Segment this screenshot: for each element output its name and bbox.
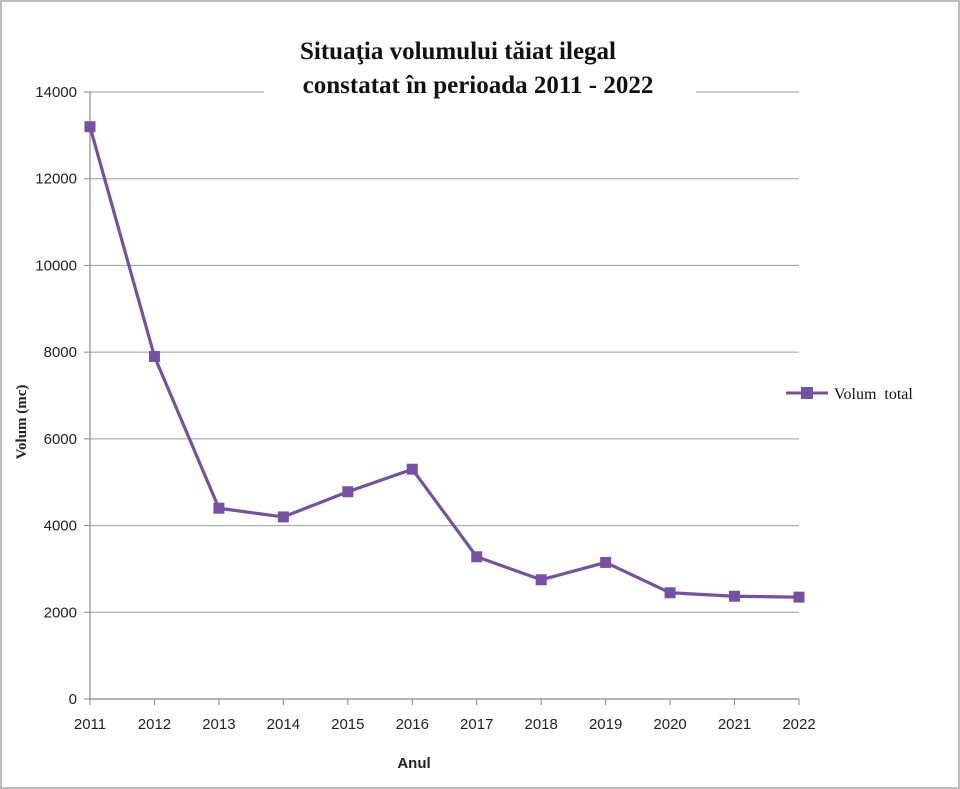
x-tick-label: 2021 [718,716,751,733]
gridlines [90,91,799,613]
legend-label: Volum total [834,386,913,403]
data-point-marker [471,551,483,563]
x-tick-label: 2015 [331,716,364,733]
y-tick-label: 14000 [35,84,77,101]
x-tick-label: 2014 [267,716,300,733]
x-tick-label: 2019 [589,716,622,733]
data-point-marker [84,121,96,133]
x-tick-label: 2017 [460,716,493,733]
x-tick-label: 2016 [396,716,429,733]
y-tick-label: 4000 [44,518,77,535]
x-tick-labels: 2011 2012 2013 2014 2015 2016 2017 2018 2019 2020… [74,699,816,733]
chart-title-line-1: Situaţia volumului tăiat ilegal [300,38,616,65]
x-tick-label: 2018 [524,716,557,733]
data-point-marker [600,556,612,568]
series-line [88,126,800,599]
x-axis-label: Anul [397,755,430,772]
legend: Volum total [786,386,913,403]
series-group [84,121,805,603]
data-point-marker [277,511,289,523]
data-point-marker [213,502,225,514]
data-point-marker [406,463,418,475]
data-point-marker [793,591,805,603]
x-tick-label: 2020 [653,716,686,733]
data-point-marker [148,350,160,362]
y-tick-label: 2000 [44,604,77,621]
chart-title-line-2: constatat în perioada 2011 - 2022 [303,72,654,99]
x-tick-label: 2012 [138,716,171,733]
y-axis-label: Volum (mc) [14,385,30,460]
title-background [264,32,696,102]
y-tick-label: 0 [69,691,77,708]
y-tick-labels: 0 2000 4000 6000 8000 10000 12000 14000 [35,84,90,708]
axes [89,92,799,700]
data-point-marker [535,574,547,586]
y-tick-label: 10000 [35,257,77,274]
legend-marker [801,387,813,399]
y-tick-label: 8000 [44,344,77,361]
y-tick-label: 6000 [44,431,77,448]
x-tick-label: 2022 [782,716,815,733]
x-tick-label: 2013 [202,716,235,733]
x-tick-label: 2011 [74,716,106,733]
data-point-marker [729,590,741,602]
data-point-marker [342,486,354,498]
y-tick-label: 12000 [35,171,77,188]
data-point-marker [664,587,676,599]
